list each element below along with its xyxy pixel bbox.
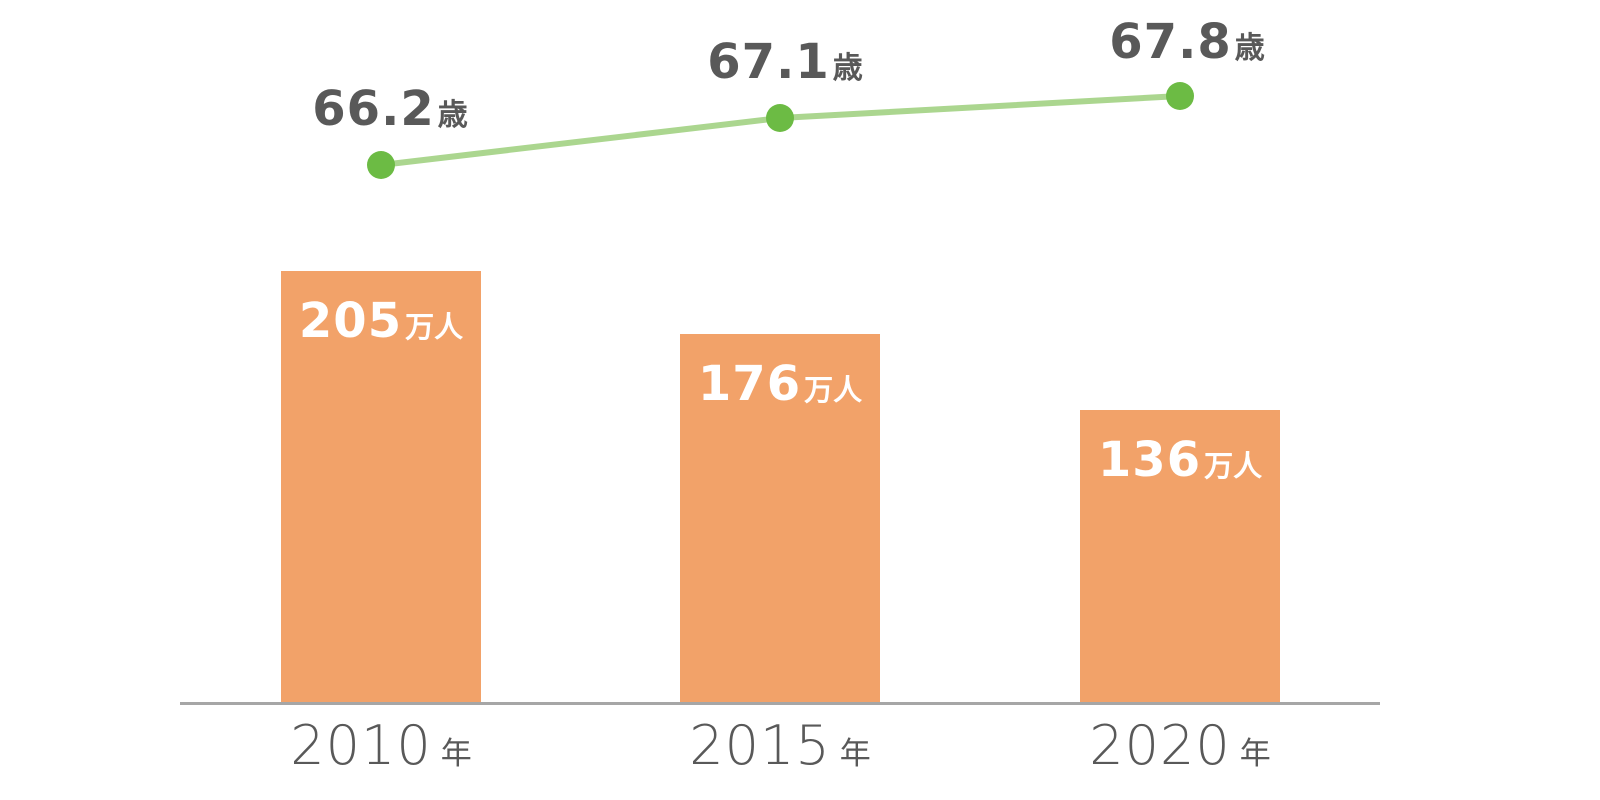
bar-unit: 万人 — [804, 373, 863, 407]
bar-label-2020: 136 万人 — [1080, 436, 1280, 484]
bar-value: 205 — [298, 293, 403, 349]
age-unit: 歳 — [437, 98, 468, 133]
bar-unit: 万人 — [405, 310, 464, 344]
bar-2020: 136 万人 — [1080, 410, 1280, 703]
bar-unit: 万人 — [1204, 449, 1263, 483]
bar-label-2010: 205 万人 — [281, 297, 481, 345]
x-tick-2010: 2010 年 — [231, 716, 531, 775]
year-unit: 年 — [440, 736, 472, 772]
x-tick-2020: 2020 年 — [1030, 716, 1330, 775]
bar-value: 136 — [1097, 432, 1202, 488]
age-unit: 歳 — [1234, 31, 1265, 66]
age-value: 67.8 — [1109, 14, 1232, 70]
age-value: 66.2 — [312, 81, 435, 137]
year-value: 2010 — [290, 714, 432, 777]
age-unit: 歳 — [832, 51, 863, 86]
age-label-2020: 67.8 歳 — [1027, 18, 1347, 66]
year-value: 2020 — [1089, 714, 1231, 777]
age-marker-2020 — [1166, 82, 1194, 110]
age-value: 67.1 — [707, 34, 830, 90]
x-tick-2015: 2015 年 — [630, 716, 930, 775]
age-label-2015: 67.1 歳 — [625, 38, 945, 86]
year-value: 2015 — [689, 714, 831, 777]
bar-value: 176 — [697, 356, 802, 412]
x-axis-line — [180, 702, 1380, 705]
bar-2010: 205 万人 — [281, 271, 481, 703]
age-marker-2015 — [766, 104, 794, 132]
bar-label-2015: 176 万人 — [680, 360, 880, 408]
age-marker-2010 — [367, 151, 395, 179]
age-label-2010: 66.2 歳 — [230, 85, 550, 133]
bar-2015: 176 万人 — [680, 334, 880, 703]
year-unit: 年 — [839, 736, 871, 772]
year-unit: 年 — [1239, 736, 1271, 772]
